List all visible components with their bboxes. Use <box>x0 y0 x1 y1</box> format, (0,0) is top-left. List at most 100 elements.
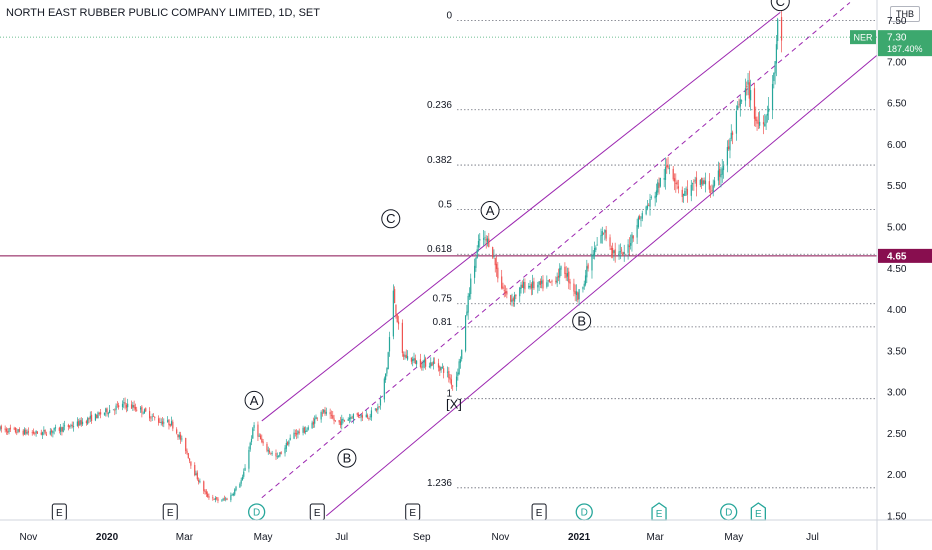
candle-body <box>287 441 289 446</box>
candle-body <box>684 190 686 196</box>
candle-body <box>213 498 215 500</box>
candle-body <box>96 414 98 419</box>
earnings-marker-label: E <box>536 508 543 519</box>
candle-body <box>387 352 389 370</box>
candle-body <box>151 416 153 418</box>
candle-body <box>208 496 210 498</box>
candle-body <box>704 180 707 185</box>
candle-body <box>62 426 64 433</box>
fib-retracement[interactable]: 0 0.236 0.382 0.5 0.618 0.75 0.81 1 1.236 <box>427 11 877 489</box>
candle-body <box>506 291 508 295</box>
candle-body <box>701 177 703 185</box>
candle-body <box>446 371 449 373</box>
candle-body <box>501 276 503 289</box>
last-price-tag <box>878 30 932 57</box>
candle-body <box>546 282 548 287</box>
candle-body <box>267 449 269 452</box>
price-tick-label: 3.50 <box>887 346 907 357</box>
candle-body <box>541 280 543 284</box>
candle-body <box>7 431 9 433</box>
candle-body <box>394 289 396 304</box>
fib-level-label: 1 <box>446 389 452 400</box>
fib-level-label: 0.5 <box>438 200 452 211</box>
candle-body <box>61 427 63 432</box>
candle-body <box>676 181 678 185</box>
wave-labels: A B C [X] A B C <box>244 0 790 468</box>
candle-body <box>114 409 116 411</box>
parallel-channel[interactable] <box>261 2 878 517</box>
candle-body <box>130 404 133 409</box>
candle-body <box>430 362 432 367</box>
candle-body <box>596 244 598 246</box>
wave-label: A <box>486 203 495 218</box>
candle-body <box>58 427 60 431</box>
candle-body <box>297 430 299 435</box>
candle-body <box>216 497 218 499</box>
candle-body <box>199 481 201 483</box>
candle-body <box>90 414 93 421</box>
candle-body <box>172 421 174 429</box>
candle-body <box>271 452 273 454</box>
candle-body <box>703 180 705 184</box>
candle-body <box>533 281 535 289</box>
time-tick-label: May <box>254 532 273 543</box>
candle-body <box>43 430 45 432</box>
candle-body <box>343 420 345 421</box>
candle-body <box>54 427 57 429</box>
candle-body <box>731 132 734 135</box>
candle-body <box>315 416 317 420</box>
candle-body <box>765 115 767 124</box>
candle-body <box>85 421 88 424</box>
candle-body <box>250 438 253 443</box>
candle-body <box>288 441 290 445</box>
candle-body <box>640 219 642 221</box>
candle-body <box>334 420 336 422</box>
candle-body <box>668 167 670 169</box>
candle-body <box>413 357 415 361</box>
candle-body <box>252 428 254 439</box>
candle-body <box>657 182 659 193</box>
candle-body <box>159 421 161 423</box>
wave-label-circle <box>572 311 592 331</box>
candle-body <box>31 432 33 434</box>
candle-body <box>185 437 187 452</box>
earnings-marker-label: E <box>314 508 321 519</box>
candle-body <box>768 108 770 112</box>
candle-body <box>52 430 54 434</box>
candle-body <box>415 360 418 365</box>
price-tick-label: 6.00 <box>887 140 907 151</box>
candle-body <box>330 414 333 416</box>
currency-label[interactable]: THB <box>890 6 920 22</box>
candle-body <box>392 290 394 337</box>
candle-body <box>406 356 409 360</box>
candle-body <box>89 415 91 419</box>
candle-body <box>142 413 144 415</box>
candle-body <box>602 232 605 234</box>
fib-level-label: 0.236 <box>427 100 452 111</box>
candle-body <box>740 100 743 102</box>
candle-body <box>235 486 237 491</box>
candle-body <box>221 500 223 502</box>
candle-body <box>648 204 650 206</box>
dividend-marker-label: D <box>253 508 260 519</box>
candle-body <box>266 443 268 451</box>
candle-body <box>511 299 513 303</box>
candle-body <box>132 405 134 408</box>
candle-body <box>368 418 370 419</box>
candle-body <box>34 433 36 435</box>
candle-body <box>548 279 551 282</box>
candle-body <box>639 215 641 220</box>
wave-label: B <box>343 451 352 466</box>
candle-body <box>88 417 90 420</box>
candle-body <box>764 123 766 127</box>
symbol-tag-label: NER <box>853 33 873 43</box>
candle-body <box>270 452 272 454</box>
candle-body <box>604 229 606 233</box>
candle-body <box>133 405 135 408</box>
candle-body <box>520 284 522 290</box>
candle-body <box>630 242 632 246</box>
candle-body <box>401 322 403 353</box>
candle-body <box>636 225 638 238</box>
